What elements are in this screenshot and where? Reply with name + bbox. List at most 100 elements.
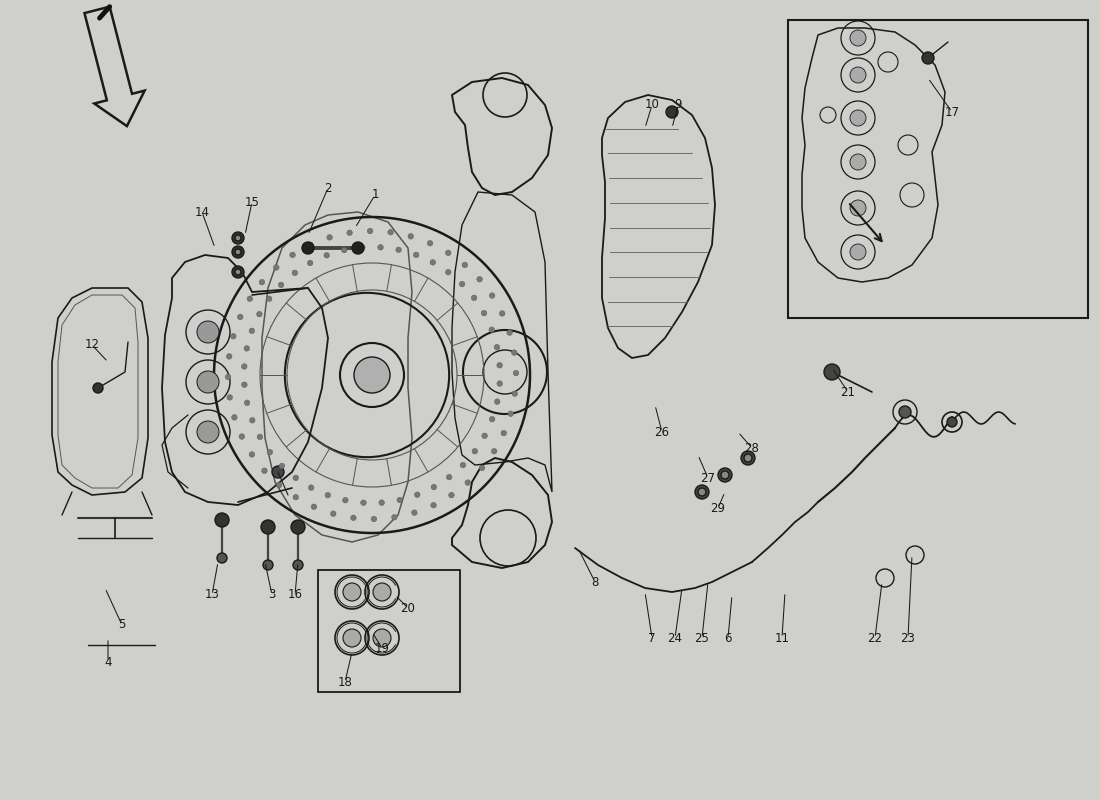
Circle shape bbox=[499, 310, 505, 316]
Circle shape bbox=[361, 500, 366, 506]
Circle shape bbox=[239, 434, 244, 439]
Circle shape bbox=[397, 497, 403, 502]
Circle shape bbox=[352, 242, 364, 254]
Circle shape bbox=[276, 482, 282, 488]
Circle shape bbox=[698, 488, 706, 496]
Circle shape bbox=[408, 234, 414, 239]
Text: 10: 10 bbox=[645, 98, 659, 111]
Circle shape bbox=[396, 247, 402, 253]
Text: 13: 13 bbox=[205, 589, 219, 602]
Circle shape bbox=[330, 511, 337, 517]
Circle shape bbox=[266, 296, 272, 302]
Circle shape bbox=[274, 265, 279, 270]
Circle shape bbox=[227, 394, 232, 400]
Circle shape bbox=[341, 247, 346, 253]
Circle shape bbox=[378, 500, 385, 506]
Circle shape bbox=[324, 492, 331, 498]
Circle shape bbox=[373, 629, 390, 647]
Circle shape bbox=[289, 252, 296, 258]
Circle shape bbox=[327, 234, 332, 240]
Circle shape bbox=[351, 515, 356, 521]
Circle shape bbox=[392, 514, 397, 520]
Circle shape bbox=[293, 475, 298, 481]
Circle shape bbox=[666, 106, 678, 118]
Circle shape bbox=[508, 411, 514, 417]
Circle shape bbox=[850, 154, 866, 170]
Circle shape bbox=[415, 492, 420, 498]
Circle shape bbox=[343, 629, 361, 647]
Circle shape bbox=[263, 560, 273, 570]
Text: 7: 7 bbox=[648, 631, 656, 645]
Circle shape bbox=[490, 293, 495, 298]
Circle shape bbox=[248, 296, 253, 302]
Circle shape bbox=[250, 418, 255, 423]
Circle shape bbox=[471, 295, 477, 301]
Text: 23: 23 bbox=[901, 631, 915, 645]
Circle shape bbox=[292, 520, 305, 534]
Circle shape bbox=[217, 553, 227, 563]
Text: 21: 21 bbox=[840, 386, 856, 398]
Circle shape bbox=[262, 468, 267, 474]
Text: 17: 17 bbox=[945, 106, 959, 118]
Circle shape bbox=[94, 383, 103, 393]
Text: 12: 12 bbox=[85, 338, 99, 351]
Circle shape bbox=[431, 502, 437, 508]
Circle shape bbox=[197, 421, 219, 443]
Circle shape bbox=[278, 282, 284, 288]
Text: 29: 29 bbox=[711, 502, 726, 514]
Circle shape bbox=[293, 560, 303, 570]
Text: 4: 4 bbox=[104, 655, 112, 669]
Circle shape bbox=[488, 327, 495, 333]
Polygon shape bbox=[85, 6, 144, 126]
Circle shape bbox=[492, 449, 497, 454]
Circle shape bbox=[482, 310, 487, 316]
Text: 22: 22 bbox=[868, 631, 882, 645]
Circle shape bbox=[272, 466, 284, 478]
Circle shape bbox=[460, 462, 465, 468]
Circle shape bbox=[242, 382, 248, 387]
Circle shape bbox=[302, 242, 313, 254]
Circle shape bbox=[514, 370, 519, 376]
Circle shape bbox=[472, 449, 477, 454]
Circle shape bbox=[695, 485, 710, 499]
Circle shape bbox=[367, 228, 373, 234]
Circle shape bbox=[446, 270, 451, 275]
Text: 1: 1 bbox=[372, 189, 378, 202]
Text: 20: 20 bbox=[400, 602, 416, 614]
Circle shape bbox=[227, 354, 232, 359]
Circle shape bbox=[850, 200, 866, 216]
Text: 27: 27 bbox=[701, 471, 715, 485]
Text: 25: 25 bbox=[694, 631, 710, 645]
Circle shape bbox=[293, 494, 298, 500]
Circle shape bbox=[512, 350, 517, 355]
Circle shape bbox=[232, 246, 244, 258]
Circle shape bbox=[494, 399, 501, 405]
Circle shape bbox=[214, 513, 229, 527]
Circle shape bbox=[824, 364, 840, 380]
Circle shape bbox=[244, 400, 250, 406]
Circle shape bbox=[414, 252, 419, 258]
Circle shape bbox=[899, 406, 911, 418]
Circle shape bbox=[307, 260, 312, 266]
Circle shape bbox=[922, 52, 934, 64]
Circle shape bbox=[197, 321, 219, 343]
Circle shape bbox=[850, 67, 866, 83]
Circle shape bbox=[490, 416, 495, 422]
Circle shape bbox=[427, 241, 433, 246]
Text: 11: 11 bbox=[774, 631, 790, 645]
Circle shape bbox=[261, 520, 275, 534]
Circle shape bbox=[323, 253, 330, 258]
Text: 19: 19 bbox=[374, 642, 389, 654]
Circle shape bbox=[741, 451, 755, 465]
Circle shape bbox=[279, 463, 285, 469]
Circle shape bbox=[249, 452, 255, 458]
Text: 9: 9 bbox=[674, 98, 682, 111]
Circle shape bbox=[497, 381, 503, 386]
Circle shape bbox=[232, 414, 238, 420]
Circle shape bbox=[850, 110, 866, 126]
Text: 8: 8 bbox=[592, 575, 598, 589]
Text: 15: 15 bbox=[244, 195, 260, 209]
Circle shape bbox=[507, 330, 513, 335]
Text: 5: 5 bbox=[119, 618, 125, 631]
Circle shape bbox=[500, 430, 507, 436]
